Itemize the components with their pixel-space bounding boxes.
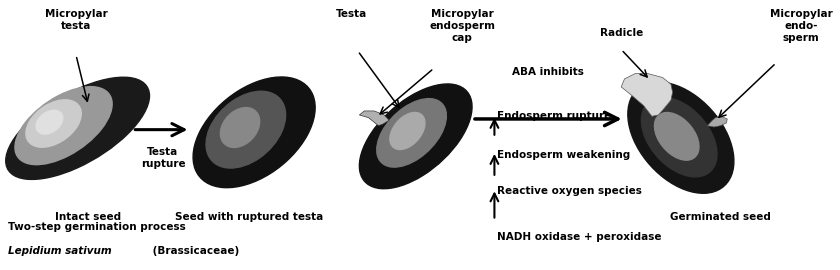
Text: Endosperm weakening: Endosperm weakening — [497, 150, 630, 160]
Text: Reactive oxygen species: Reactive oxygen species — [497, 186, 642, 196]
Text: Two-step germination process: Two-step germination process — [8, 222, 186, 232]
Text: Micropylar
endo-
sperm: Micropylar endo- sperm — [769, 9, 832, 43]
Ellipse shape — [654, 113, 699, 160]
Text: Lepidium sativum: Lepidium sativum — [8, 246, 112, 256]
Ellipse shape — [642, 97, 717, 177]
Text: Radicle: Radicle — [600, 28, 643, 38]
PathPatch shape — [360, 111, 389, 126]
Ellipse shape — [220, 107, 260, 147]
Ellipse shape — [206, 91, 286, 168]
PathPatch shape — [622, 73, 673, 116]
Text: (Brassicaceae): (Brassicaceae) — [149, 246, 239, 256]
Text: Intact seed: Intact seed — [55, 211, 121, 221]
Text: Micropylar
endosperm
cap: Micropylar endosperm cap — [429, 9, 495, 43]
Text: Seed with ruptured testa: Seed with ruptured testa — [175, 211, 323, 221]
Ellipse shape — [627, 82, 734, 193]
Text: Testa: Testa — [336, 9, 368, 19]
Text: Endosperm rupture: Endosperm rupture — [497, 111, 612, 121]
Text: NADH oxidase + peroxidase: NADH oxidase + peroxidase — [497, 232, 661, 242]
Ellipse shape — [193, 77, 315, 188]
Ellipse shape — [36, 110, 63, 134]
Text: ABA inhibits: ABA inhibits — [512, 67, 585, 77]
Ellipse shape — [6, 77, 150, 180]
Text: Micropylar
testa: Micropylar testa — [45, 9, 108, 31]
Text: Germinated seed: Germinated seed — [670, 211, 771, 221]
Text: Testa
rupture: Testa rupture — [140, 147, 186, 168]
Ellipse shape — [360, 84, 472, 189]
Ellipse shape — [15, 87, 113, 165]
Ellipse shape — [376, 99, 446, 167]
Ellipse shape — [390, 112, 425, 150]
Ellipse shape — [26, 100, 81, 147]
PathPatch shape — [707, 117, 727, 127]
